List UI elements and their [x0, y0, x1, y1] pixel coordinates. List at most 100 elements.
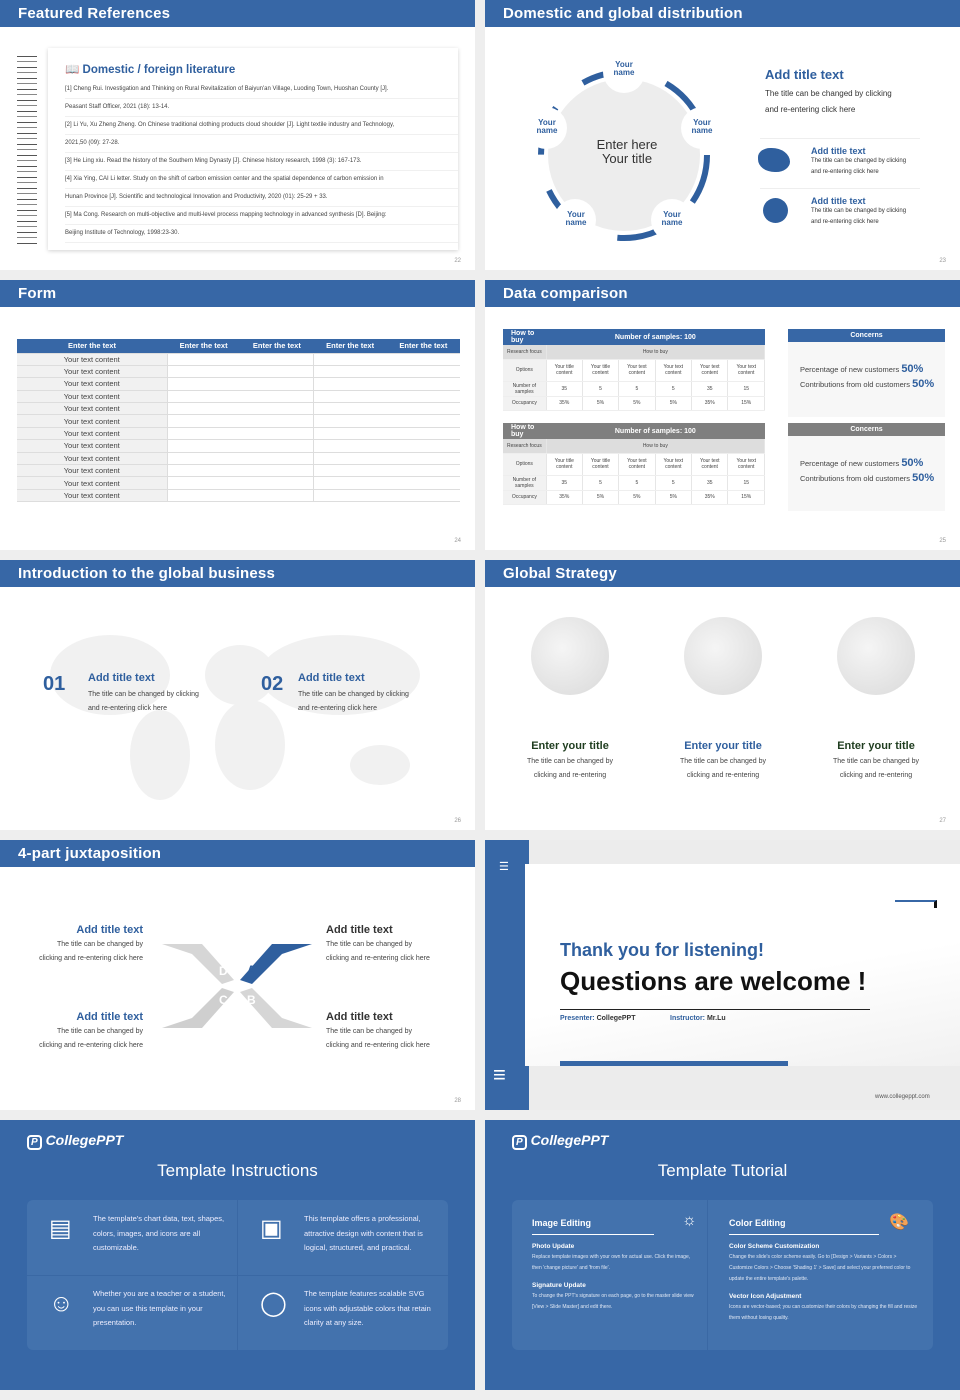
center-title-2: Your title [601, 151, 653, 166]
item-body: and re-entering click here [88, 705, 167, 712]
row-label: Your text content [17, 427, 167, 441]
table-cell[interactable] [386, 365, 460, 379]
table-cell[interactable] [386, 439, 460, 453]
table-cell[interactable] [312, 414, 387, 428]
table-cell[interactable] [312, 439, 387, 453]
table-cell: Your text content [727, 453, 765, 476]
table-cell[interactable] [312, 464, 387, 478]
table-cell[interactable] [240, 414, 314, 428]
instructions-panel: ▤ The template's chart data, text, shapes… [27, 1200, 448, 1350]
table-cell[interactable] [386, 452, 460, 466]
table-cell[interactable] [240, 439, 314, 453]
table-cell[interactable] [240, 427, 314, 441]
table-cell[interactable] [312, 377, 387, 391]
table-cell[interactable] [166, 439, 241, 453]
table-cell[interactable] [312, 390, 387, 404]
table-row: Your text content [17, 377, 460, 391]
section-title: Image Editing [532, 1218, 654, 1235]
color-editing-section: Color Editing 🎨 Color Scheme Customizati… [729, 1214, 919, 1324]
table-cell[interactable] [386, 414, 460, 428]
table-cell: 5% [618, 490, 656, 505]
table-cell[interactable] [240, 390, 314, 404]
row-label: Your text content [17, 402, 167, 416]
table-cell[interactable] [166, 377, 241, 391]
reference-line: Beijing Institute of Technology, 1998:23… [65, 225, 458, 243]
table-cell[interactable] [240, 402, 314, 416]
table-row: Number of samples 35 5 5 5 35 15 [503, 381, 765, 397]
globe-icon [763, 198, 788, 223]
table-cell: Your title content [546, 453, 583, 476]
table-cell[interactable] [166, 427, 241, 441]
table-cell[interactable] [166, 464, 241, 478]
menu-icon[interactable]: ☰ [499, 861, 509, 873]
table-cell[interactable] [166, 353, 241, 366]
table-cell[interactable] [240, 377, 314, 391]
row-label: Your text content [17, 489, 167, 503]
table-cell[interactable] [240, 365, 314, 379]
table-cell[interactable] [240, 464, 314, 478]
column-header: Enter the text [313, 339, 387, 354]
reference-line: [3] He Ling xiu. Read the history of the… [65, 153, 458, 171]
table-cell: 5 [655, 381, 693, 397]
slide-23[interactable]: Domestic and global distribution Enter h… [485, 0, 960, 270]
table-cell[interactable] [386, 476, 460, 490]
slide-25[interactable]: Data comparison How to buy Number of samp… [485, 280, 960, 550]
table-cell[interactable] [240, 489, 314, 503]
table-cell[interactable] [312, 452, 387, 466]
metric-value: 50% [912, 472, 935, 484]
table-cell: 35% [546, 490, 583, 505]
table-cell[interactable] [312, 353, 387, 366]
item-body: The title can be changed by [326, 941, 413, 948]
slide-title: Template Instructions [157, 1161, 318, 1180]
world-map-image [50, 635, 420, 800]
table-cell[interactable] [166, 489, 241, 503]
table-cell[interactable] [166, 402, 241, 416]
table-cell[interactable] [386, 489, 460, 503]
table-cell[interactable] [386, 390, 460, 404]
item-title: Enter your title [684, 740, 762, 752]
thanks-title: Thank you for listening! [560, 940, 765, 960]
table-cell[interactable] [312, 365, 387, 379]
table-cell: 5% [655, 396, 693, 411]
presenter-name: CollegePPT [596, 1015, 636, 1022]
slide-26[interactable]: Introduction to the global business 01 A… [0, 560, 475, 830]
row-label: Your text content [17, 365, 167, 379]
slide-31[interactable]: P CollegePPT Template Tutorial Image Edi… [485, 1120, 960, 1390]
table-cell[interactable] [240, 452, 314, 466]
slide-27[interactable]: Global Strategy Enter your title The titl… [485, 560, 960, 830]
table-cell[interactable] [386, 377, 460, 391]
slide-29[interactable]: ☰ ≡ Thank you for listening! Questions a… [485, 840, 960, 1110]
slide-24[interactable]: Form Enter the text Enter the text Enter t… [0, 280, 475, 550]
slide-30[interactable]: P CollegePPT Template Instructions ▤ The … [0, 1120, 475, 1390]
table-cell[interactable] [386, 427, 460, 441]
table-row: Your text content [17, 452, 460, 466]
table-cell[interactable] [166, 414, 241, 428]
item-title: Add title text [326, 1011, 393, 1023]
table-cell: 5 [618, 475, 656, 491]
table-cell[interactable] [386, 353, 460, 366]
table-cell[interactable] [240, 353, 314, 366]
item-title: Add title text [811, 146, 866, 156]
table-cell[interactable] [386, 402, 460, 416]
instruction-cell: ◯ The template features scalable SVG icon… [238, 1275, 448, 1350]
table-cell[interactable] [386, 464, 460, 478]
table-row: Your text content [17, 439, 460, 453]
palette-icon: 🎨 [889, 1214, 909, 1231]
table-cell[interactable] [240, 476, 314, 490]
table-cell[interactable] [312, 427, 387, 441]
document-icon: ▤ [49, 1215, 72, 1242]
slide-28[interactable]: 4-part juxtaposition D A C B Add title t… [0, 840, 475, 1110]
table-cell[interactable] [166, 476, 241, 490]
row-label: Number of samples [503, 475, 547, 491]
table-cell[interactable] [312, 489, 387, 503]
table-cell[interactable] [166, 365, 241, 379]
table-cell[interactable] [312, 476, 387, 490]
table-cell[interactable] [166, 452, 241, 466]
table-cell[interactable] [312, 402, 387, 416]
website-link[interactable]: www.collegeppt.com [875, 1094, 930, 1100]
collegeppt-logo: P CollegePPT [512, 1132, 608, 1150]
table-cell[interactable] [166, 390, 241, 404]
table-cell: 15 [727, 381, 765, 397]
table-row: Your text content [17, 414, 460, 428]
slide-22[interactable]: Featured References 📖 Domestic / foreign… [0, 0, 475, 270]
